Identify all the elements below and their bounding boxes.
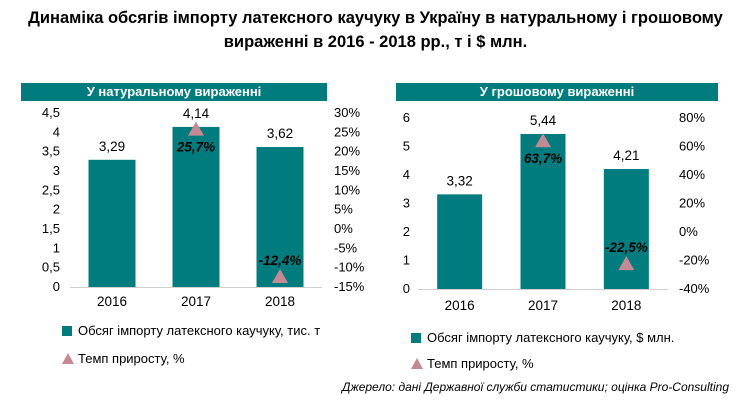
y2-tick-label: -20% — [679, 253, 710, 268]
y-tick-label: 5 — [403, 139, 410, 154]
bar — [437, 194, 483, 289]
x-tick-label: 2018 — [265, 294, 295, 309]
legend-volume-label: Обсяг імпорту латексного каучуку, тис. т — [78, 323, 321, 338]
bar-value-label: 5,44 — [530, 113, 557, 128]
y2-tick-label: 5% — [334, 202, 353, 217]
legend-triangle-swatch — [411, 358, 423, 369]
y-tick-label: 2 — [403, 224, 410, 239]
y-tick-label: 3 — [403, 196, 410, 211]
y-tick-label: 0 — [403, 281, 410, 296]
y2-tick-label: 40% — [679, 167, 705, 182]
bar — [88, 159, 136, 287]
growth-label: 25,7% — [176, 140, 215, 155]
y2-tick-label: 15% — [334, 163, 360, 178]
source-note: Джерело: дані Державної служби статистик… — [342, 380, 729, 394]
y-tick-label: 1 — [53, 240, 60, 255]
y2-tick-label: 25% — [334, 124, 360, 139]
y2-tick-label: 20% — [679, 196, 705, 211]
y-tick-label: 3,5 — [42, 144, 60, 159]
bar-value-label: 3,29 — [99, 139, 125, 154]
y-tick-label: 4 — [53, 124, 60, 139]
growth-label: -22,5% — [605, 240, 648, 255]
bar-value-label: 4,21 — [613, 148, 639, 163]
bar — [256, 147, 304, 287]
y-tick-label: 1 — [403, 253, 410, 268]
y2-tick-label: 0% — [679, 224, 698, 239]
legend-bar-swatch — [411, 332, 421, 343]
x-tick-label: 2016 — [445, 298, 475, 313]
bar — [172, 126, 220, 287]
bar — [520, 133, 566, 289]
panel-header-natural: У натуральному вираженні — [21, 83, 327, 101]
y2-tick-label: 80% — [679, 110, 705, 125]
y2-tick-label: -15% — [334, 279, 365, 294]
x-tick-label: 2018 — [611, 298, 641, 313]
bar-value-label: 3,32 — [447, 173, 473, 188]
legend-triangle-swatch — [62, 353, 74, 364]
bar-value-label: 3,62 — [267, 126, 293, 141]
y2-tick-label: 0% — [334, 221, 353, 236]
legend-volume-left: Обсяг імпорту латексного каучуку, тис. т — [62, 323, 320, 338]
legend-growth-left: Темп приросту, % — [62, 351, 185, 366]
growth-label: -12,4% — [259, 253, 302, 268]
growth-marker — [272, 268, 288, 283]
legend-growth-right: Темп приросту, % — [411, 356, 534, 371]
y-tick-label: 6 — [403, 110, 410, 125]
y-tick-label: 3 — [53, 163, 60, 178]
legend-growth-label: Темп приросту, % — [427, 356, 534, 371]
panel-header-monetary: У грошовому вираженні — [396, 83, 718, 101]
growth-marker — [188, 121, 204, 136]
growth-marker — [618, 256, 635, 271]
y-tick-label: 0,5 — [42, 260, 60, 275]
y2-tick-label: 20% — [334, 144, 360, 159]
y-tick-label: 2,5 — [42, 182, 60, 197]
x-tick-label: 2017 — [528, 298, 558, 313]
y-tick-label: 0 — [53, 279, 60, 294]
y2-tick-label: -40% — [679, 281, 710, 296]
bar-value-label: 4,14 — [183, 106, 210, 121]
legend-bar-swatch — [62, 325, 72, 336]
y-tick-label: 4 — [403, 167, 410, 182]
growth-label: 63,7% — [524, 151, 562, 166]
x-tick-label: 2017 — [181, 294, 211, 309]
y2-tick-label: -10% — [334, 260, 365, 275]
growth-marker — [535, 133, 551, 148]
y2-tick-label: 60% — [679, 139, 705, 154]
y2-tick-label: 10% — [334, 182, 360, 197]
legend-volume-label: Обсяг імпорту латексного каучуку, $ млн. — [427, 330, 675, 345]
legend-growth-label: Темп приросту, % — [78, 351, 185, 366]
y2-tick-label: 30% — [334, 105, 360, 120]
bar — [603, 169, 649, 289]
y-tick-label: 2 — [53, 202, 60, 217]
y2-tick-label: -5% — [334, 240, 358, 255]
x-tick-label: 2016 — [97, 294, 127, 309]
legend-volume-right: Обсяг імпорту латексного каучуку, $ млн. — [411, 330, 674, 345]
page-title: Динаміка обсягів імпорту латексного кауч… — [28, 9, 723, 51]
y-tick-label: 1,5 — [42, 221, 60, 236]
y-tick-label: 4,5 — [42, 105, 60, 120]
